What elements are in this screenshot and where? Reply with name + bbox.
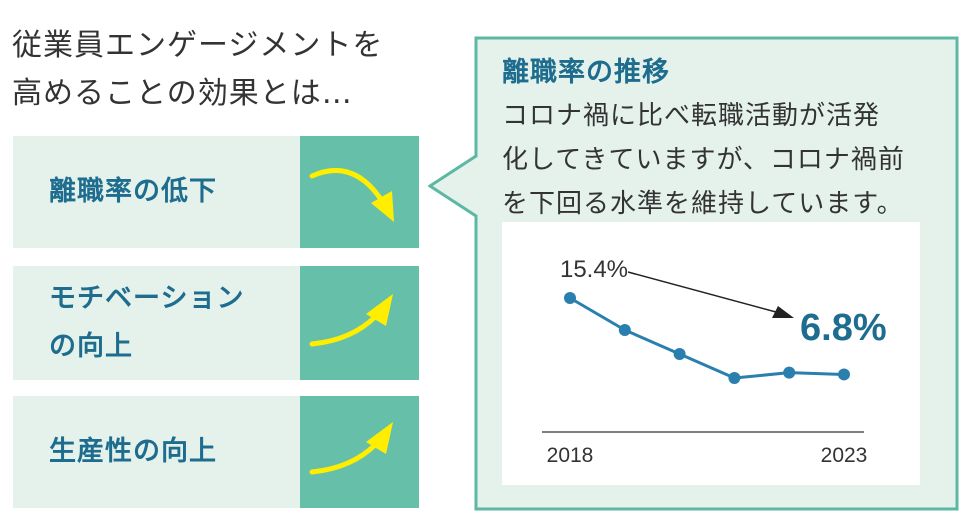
effect-label-line: 離職率の低下	[49, 176, 217, 207]
data-point-2020	[673, 348, 686, 360]
trend-arrow-line	[627, 271, 777, 313]
effect-label-line: モチベーション	[49, 283, 245, 314]
end-value-label: 6.8%	[800, 307, 887, 349]
data-point-2022	[783, 366, 796, 379]
data-point-2023	[838, 368, 850, 381]
turnover-line-chart: 15.4% 6.8% 2018 2023	[542, 256, 887, 467]
callout-text-line: を下回る水準を維持しています。	[502, 189, 904, 219]
effect-label-line: 生産性の向上	[49, 436, 217, 467]
data-point-2018	[564, 292, 576, 304]
callout-title: 離職率の推移	[502, 57, 670, 88]
trend-arrow-head-icon	[772, 306, 794, 318]
effect-label: 離職率の低下	[49, 136, 217, 248]
data-point-2019	[618, 324, 631, 336]
headline-line-1: 従業員エンゲージメントを	[12, 28, 384, 63]
trend-box	[300, 136, 419, 248]
callout-text: コロナ禍に比べ転職活動が活発 化してきていますが、コロナ禍前 を下回る水準を維持…	[502, 94, 954, 226]
callout-text-line: 化してきていますが、コロナ禍前	[502, 145, 905, 175]
effect-motivation-increase: モチベーション の向上	[13, 266, 419, 380]
callout-text-line: コロナ禍に比べ転職活動が活発	[502, 101, 881, 131]
effect-label-line: の向上	[49, 331, 133, 362]
x-tick-label: 2018	[547, 444, 594, 467]
series-line	[569, 296, 845, 380]
headline: 従業員エンゲージメントを 高めることの効果とは…	[12, 22, 383, 118]
effect-productivity-increase: 生産性の向上	[13, 396, 419, 508]
headline-line-2: 高めることの効果とは…	[12, 76, 353, 111]
turnover-chart-panel: 15.4% 6.8% 2018 2023	[502, 222, 920, 485]
trend-box	[300, 396, 419, 508]
curved-up-arrow-icon	[309, 294, 393, 347]
effect-label: 生産性の向上	[49, 396, 217, 508]
effect-label: モチベーション の向上	[49, 266, 244, 380]
trend-box	[300, 266, 419, 380]
curved-up-arrow-icon	[309, 422, 393, 475]
curved-down-arrow-icon	[309, 167, 394, 222]
start-value-label: 15.4%	[560, 256, 628, 283]
effect-turnover-decrease: 離職率の低下	[13, 136, 419, 248]
data-point-2021	[728, 372, 741, 384]
x-tick-label: 2023	[821, 444, 868, 467]
